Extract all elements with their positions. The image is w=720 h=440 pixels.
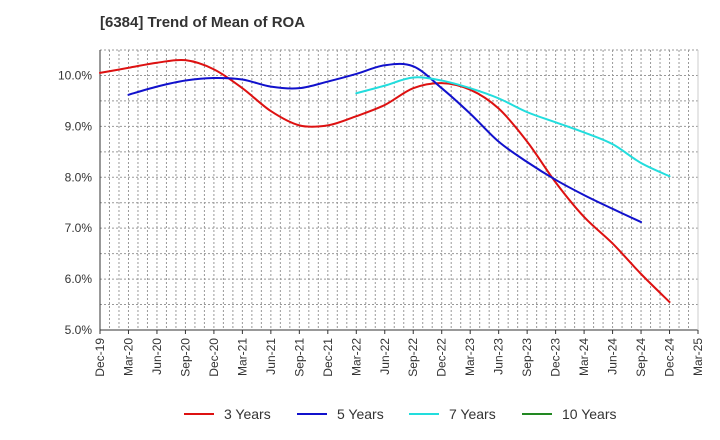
x-tick-label: Jun-22 (378, 338, 392, 375)
x-tick-label: Jun-24 (606, 338, 620, 375)
x-axis-ticks: Dec-19 Mar-20 Jun-20 Sep-20 Dec-20 Mar-21 Jun-… (93, 330, 705, 377)
x-tick-label: Dec-23 (549, 338, 563, 377)
y-tick-label: 10.0% (58, 68, 92, 82)
x-tick-label: Sep-22 (406, 338, 420, 377)
x-tick-label: Mar-24 (577, 338, 591, 376)
series-lines (99, 58, 671, 303)
chart-title: [6384] Trend of Mean of ROA (100, 14, 306, 31)
y-tick-label: 6.0% (65, 272, 93, 286)
plot-area (100, 50, 698, 330)
legend-label-7-years: 7 Years (449, 406, 496, 422)
legend: 3 Years 5 Years 7 Years 10 Years (184, 406, 617, 422)
series-line-3-years (99, 58, 671, 303)
grid-lines (100, 49, 698, 330)
x-tick-label: Mar-21 (235, 338, 249, 376)
y-axis-ticks: 5.0% 6.0% 7.0% 8.0% 9.0% 10.0% (58, 68, 92, 337)
y-tick-label: 8.0% (65, 170, 93, 184)
axis-frame (99, 50, 699, 331)
legend-label-5-years: 5 Years (337, 406, 384, 422)
x-tick-label: Dec-24 (663, 338, 677, 377)
y-tick-label: 5.0% (65, 323, 93, 337)
x-tick-label: Jun-21 (264, 338, 278, 375)
x-tick-label: Mar-23 (463, 338, 477, 376)
legend-label-3-years: 3 Years (224, 406, 271, 422)
x-tick-label: Mar-22 (349, 338, 363, 376)
y-tick-label: 7.0% (65, 221, 93, 235)
x-tick-label: Dec-21 (321, 338, 335, 377)
series-line-7-years (355, 76, 671, 178)
x-tick-label: Sep-21 (292, 338, 306, 377)
x-tick-label: Sep-24 (634, 338, 648, 377)
x-tick-label: Mar-25 (691, 338, 705, 376)
x-tick-label: Dec-22 (435, 338, 449, 377)
x-tick-label: Sep-20 (178, 338, 192, 377)
x-tick-label: Dec-20 (207, 338, 221, 377)
x-tick-label: Jun-20 (150, 338, 164, 375)
series-line-5-years (127, 62, 643, 224)
x-tick-label: Jun-23 (492, 338, 506, 375)
x-tick-label: Sep-23 (520, 338, 534, 377)
legend-label-10-years: 10 Years (562, 406, 617, 422)
x-tick-label: Dec-19 (93, 338, 107, 377)
y-tick-label: 9.0% (65, 119, 93, 133)
x-tick-label: Mar-20 (121, 338, 135, 376)
